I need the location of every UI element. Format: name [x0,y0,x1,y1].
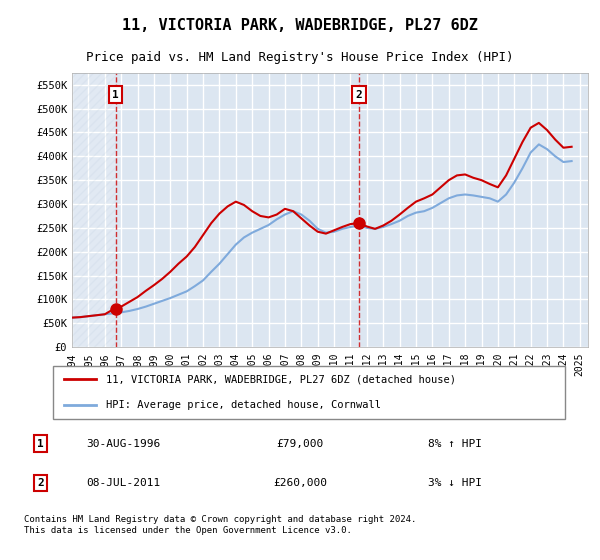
Text: 3% ↓ HPI: 3% ↓ HPI [428,478,482,488]
Text: 11, VICTORIA PARK, WADEBRIDGE, PL27 6DZ (detached house): 11, VICTORIA PARK, WADEBRIDGE, PL27 6DZ … [106,374,456,384]
Text: Price paid vs. HM Land Registry's House Price Index (HPI): Price paid vs. HM Land Registry's House … [86,51,514,64]
Text: 2: 2 [37,478,44,488]
Text: 2: 2 [356,90,362,100]
Text: £260,000: £260,000 [273,478,327,488]
Text: 11, VICTORIA PARK, WADEBRIDGE, PL27 6DZ: 11, VICTORIA PARK, WADEBRIDGE, PL27 6DZ [122,18,478,33]
FancyBboxPatch shape [53,366,565,419]
Text: 1: 1 [37,438,44,449]
Text: 1: 1 [112,90,119,100]
Text: Contains HM Land Registry data © Crown copyright and database right 2024.
This d: Contains HM Land Registry data © Crown c… [24,515,416,535]
Text: 08-JUL-2011: 08-JUL-2011 [86,478,160,488]
Text: 8% ↑ HPI: 8% ↑ HPI [428,438,482,449]
Text: HPI: Average price, detached house, Cornwall: HPI: Average price, detached house, Corn… [106,400,381,410]
Text: 30-AUG-1996: 30-AUG-1996 [86,438,160,449]
Text: £79,000: £79,000 [277,438,323,449]
